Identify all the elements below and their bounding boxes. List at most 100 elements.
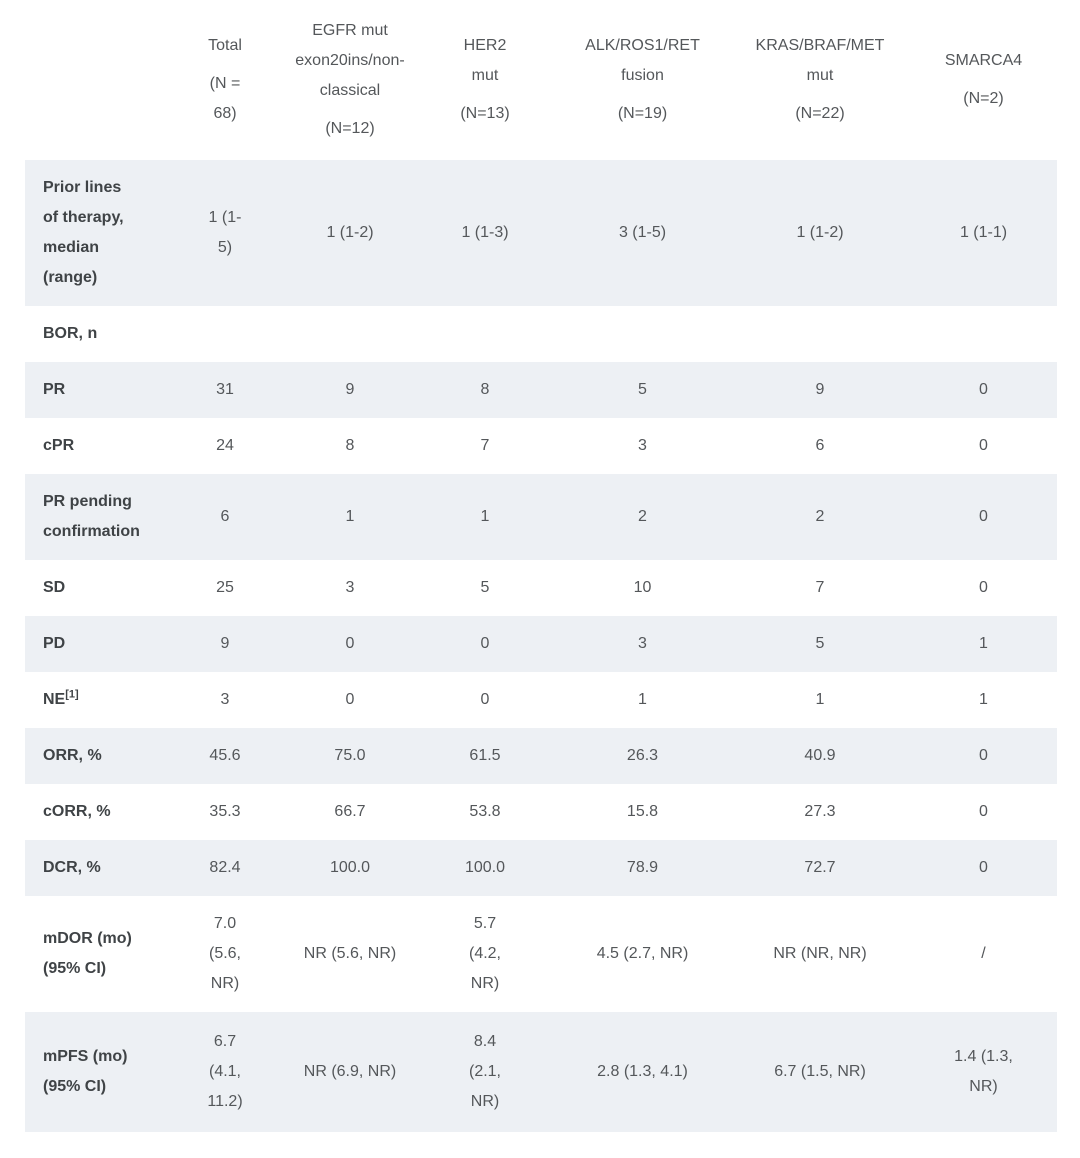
cell-value: 24	[216, 437, 234, 454]
data-cell	[415, 306, 555, 362]
row-label-text: cPR	[43, 437, 75, 454]
data-cell: 9	[730, 362, 910, 418]
data-cell: NR (6.9, NR)	[285, 1012, 415, 1132]
column-n-count: (N=19)	[617, 105, 668, 122]
results-table: Total (N = 68) EGFR mut exon20ins/non- cla…	[25, 0, 1057, 1132]
data-cell: 1 (1- 5)	[165, 160, 285, 306]
data-cell: 0	[910, 728, 1057, 784]
cell-value: 1 (1-2)	[796, 224, 844, 241]
data-cell: 5	[415, 560, 555, 616]
cell-value: 31	[216, 381, 234, 398]
table-row: SD 25 3 5 10 7 0	[25, 560, 1057, 616]
column-name: EGFR mut exon20ins/non- classical	[295, 22, 405, 99]
data-cell: 0	[415, 616, 555, 672]
cell-value: 2.8 (1.3, 4.1)	[597, 1063, 688, 1080]
row-label: PR	[25, 362, 165, 418]
data-cell: 0	[910, 474, 1057, 560]
column-name: SMARCA4	[944, 52, 1023, 69]
cell-value: 3	[220, 691, 230, 708]
table-row: PR pending confirmation 6 1 1 2 2 0	[25, 474, 1057, 560]
data-cell: 53.8	[415, 784, 555, 840]
cell-value: 7	[480, 437, 490, 454]
footnote-marker: [1]	[65, 688, 79, 701]
data-cell: 1 (1-2)	[285, 160, 415, 306]
row-label: cPR	[25, 418, 165, 474]
data-cell: 8.4 (2.1, NR)	[415, 1012, 555, 1132]
cell-value: 1 (1- 5)	[208, 209, 242, 256]
data-cell: 75.0	[285, 728, 415, 784]
cell-value: 26.3	[626, 747, 659, 764]
data-cell: 1 (1-2)	[730, 160, 910, 306]
data-cell: 25	[165, 560, 285, 616]
column-header: KRAS/BRAF/MET mut (N=22)	[730, 0, 910, 160]
table-row: PR 31 9 8 5 9 0	[25, 362, 1057, 418]
data-cell: 5.7 (4.2, NR)	[415, 896, 555, 1012]
table-row: DCR, % 82.4 100.0 100.0 78.9 72.7 0	[25, 840, 1057, 896]
data-cell: 2	[730, 474, 910, 560]
table-row: mDOR (mo) (95% CI) 7.0 (5.6, NR) NR (5.6, …	[25, 896, 1057, 1012]
cell-value: 6	[815, 437, 825, 454]
column-n-count: (N = 68)	[209, 75, 241, 122]
data-cell: 66.7	[285, 784, 415, 840]
cell-value: 2	[815, 508, 825, 525]
data-cell	[730, 306, 910, 362]
cell-value: 100.0	[329, 859, 371, 876]
data-cell: 1	[415, 474, 555, 560]
row-label: PD	[25, 616, 165, 672]
cell-value: 1	[979, 691, 988, 708]
data-cell: 1 (1-3)	[415, 160, 555, 306]
cell-value: 1 (1-2)	[326, 224, 374, 241]
data-cell: 9	[285, 362, 415, 418]
data-cell: 15.8	[555, 784, 730, 840]
data-cell: 78.9	[555, 840, 730, 896]
cell-value: 0	[480, 691, 490, 708]
data-cell: 7	[730, 560, 910, 616]
data-cell: 0	[910, 560, 1057, 616]
row-label: SD	[25, 560, 165, 616]
row-label-text: SD	[43, 579, 66, 596]
column-name: Total	[208, 37, 242, 54]
data-cell: 31	[165, 362, 285, 418]
cell-value: 1	[815, 691, 825, 708]
row-label-text: cORR, %	[43, 803, 111, 820]
column-header: SMARCA4 (N=2)	[910, 0, 1057, 160]
data-cell: 3	[165, 672, 285, 728]
cell-value: 0	[979, 747, 988, 764]
table-body: Prior lines of therapy, median (range) 1 …	[25, 160, 1057, 1132]
cell-value: 0	[979, 437, 988, 454]
cell-value: 0	[345, 691, 355, 708]
row-label: Prior lines of therapy, median (range)	[25, 160, 165, 306]
cell-value: 9	[815, 381, 825, 398]
data-cell: 1	[555, 672, 730, 728]
data-cell: 2	[555, 474, 730, 560]
cell-value: /	[981, 945, 986, 962]
data-cell: 1	[730, 672, 910, 728]
data-cell: 100.0	[415, 840, 555, 896]
cell-value: 0	[979, 579, 988, 596]
data-cell: 7.0 (5.6, NR)	[165, 896, 285, 1012]
table-row: cORR, % 35.3 66.7 53.8 15.8 27.3 0	[25, 784, 1057, 840]
cell-value: 8	[345, 437, 355, 454]
table-row: ORR, % 45.6 75.0 61.5 26.3 40.9 0	[25, 728, 1057, 784]
cell-value: 1 (1-1)	[959, 224, 1008, 241]
data-cell	[910, 306, 1057, 362]
table-row: PD 9 0 0 3 5 1	[25, 616, 1057, 672]
data-cell: 3	[555, 418, 730, 474]
row-label: PR pending confirmation	[25, 474, 165, 560]
data-cell: 40.9	[730, 728, 910, 784]
data-cell: 1 (1-1)	[910, 160, 1057, 306]
data-cell: 5	[730, 616, 910, 672]
row-label-text: NE	[43, 691, 66, 708]
column-header: EGFR mut exon20ins/non- classical (N=12)	[285, 0, 415, 160]
cell-value: 15.8	[626, 803, 659, 820]
column-n-count: (N=12)	[325, 120, 375, 137]
data-cell: 0	[910, 418, 1057, 474]
cell-value: 78.9	[626, 859, 659, 876]
cell-value: 3	[638, 437, 647, 454]
column-header: ALK/ROS1/RET fusion (N=19)	[555, 0, 730, 160]
cell-value: 3	[345, 579, 355, 596]
row-label-text: mPFS (mo) (95% CI)	[43, 1048, 128, 1095]
data-cell: 4.5 (2.7, NR)	[555, 896, 730, 1012]
row-label-text: mDOR (mo) (95% CI)	[43, 930, 132, 977]
cell-value: 3 (1-5)	[618, 224, 667, 241]
